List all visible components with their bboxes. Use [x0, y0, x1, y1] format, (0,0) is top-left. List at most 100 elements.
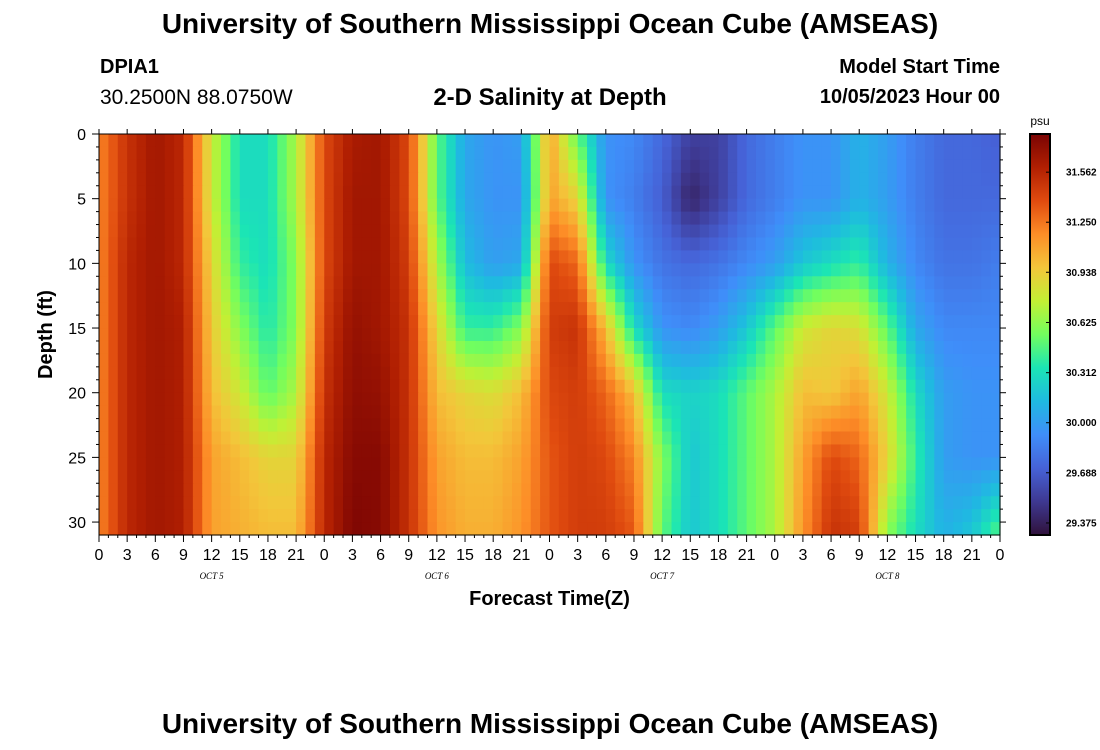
heatmap-cell: [915, 379, 926, 394]
heatmap-cell: [633, 198, 644, 213]
heatmap-cell: [202, 302, 213, 316]
heatmap-cell: [840, 146, 851, 161]
heatmap-cell: [540, 496, 551, 510]
heatmap-cell: [727, 276, 738, 290]
heatmap-cell: [887, 159, 898, 174]
heatmap-cell: [587, 509, 598, 523]
heatmap-cell: [436, 470, 447, 484]
x-tick-label: 18: [935, 547, 953, 564]
heatmap-cell: [343, 263, 354, 277]
heatmap-cell: [389, 263, 400, 277]
heatmap-cell: [709, 444, 720, 458]
heatmap-cell: [849, 470, 860, 484]
heatmap-cell: [230, 366, 241, 381]
heatmap-cell: [671, 289, 682, 303]
heatmap-cell: [558, 405, 569, 420]
heatmap-cell: [746, 211, 757, 226]
heatmap-cell: [971, 276, 982, 290]
heatmap-cell: [399, 470, 410, 484]
heatmap-cell: [117, 418, 128, 433]
heatmap-cell: [755, 457, 766, 471]
heatmap-cell: [784, 302, 795, 316]
heatmap-cell: [249, 315, 260, 329]
heatmap-cell: [943, 237, 954, 252]
heatmap-cell: [690, 444, 701, 458]
heatmap-cell: [511, 276, 522, 290]
heatmap-cell: [971, 289, 982, 303]
heatmap-cell: [352, 263, 363, 277]
heatmap-cell: [380, 418, 391, 433]
heatmap-cell: [183, 172, 194, 187]
heatmap-cell: [765, 146, 776, 161]
heatmap-cell: [849, 392, 860, 407]
heatmap-cell: [511, 457, 522, 471]
heatmap-cell: [662, 250, 673, 264]
heatmap-cell: [633, 379, 644, 394]
heatmap-cell: [296, 172, 307, 187]
heatmap-cell: [108, 198, 119, 213]
heatmap-cell: [680, 470, 691, 484]
heatmap-cell: [680, 328, 691, 342]
heatmap-cell: [549, 198, 560, 213]
heatmap-cell: [699, 444, 710, 458]
heatmap-cell: [371, 302, 382, 316]
heatmap-cell: [549, 250, 560, 264]
heatmap-cell: [427, 172, 438, 187]
heatmap-cell: [840, 418, 851, 433]
heatmap-cell: [174, 289, 185, 303]
heatmap-cell: [465, 315, 476, 329]
heatmap-cell: [343, 159, 354, 174]
heatmap-cell: [521, 353, 532, 368]
heatmap-cell: [427, 185, 438, 200]
heatmap-cell: [971, 470, 982, 484]
heatmap-cell: [812, 457, 823, 471]
heatmap-cell: [709, 198, 720, 213]
heatmap-cell: [192, 198, 203, 213]
heatmap-cell: [465, 250, 476, 264]
heatmap-cell: [314, 146, 325, 161]
heatmap-cell: [568, 302, 579, 316]
heatmap-cell: [690, 211, 701, 226]
heatmap-cell: [127, 522, 138, 536]
heatmap-cell: [755, 146, 766, 161]
heatmap-cell: [680, 431, 691, 446]
heatmap-cell: [436, 146, 447, 161]
heatmap-cell: [633, 483, 644, 497]
heatmap-cell: [596, 224, 607, 239]
heatmap-cell: [896, 185, 907, 200]
heatmap-cell: [605, 289, 616, 303]
heatmap-cell: [164, 340, 175, 355]
heatmap-cell: [108, 302, 119, 316]
heatmap-cell: [145, 134, 156, 148]
heatmap-cell: [286, 496, 297, 510]
heatmap-cell: [737, 496, 748, 510]
day-label: OCT 5: [200, 571, 225, 581]
heatmap-cell: [530, 224, 541, 239]
heatmap-cell: [859, 315, 870, 329]
heatmap-cell: [493, 353, 504, 368]
heatmap-cell: [727, 185, 738, 200]
heatmap-cell: [108, 263, 119, 277]
heatmap-cell: [671, 509, 682, 523]
heatmap-cell: [502, 444, 513, 458]
heatmap-cell: [727, 509, 738, 523]
heatmap-cell: [399, 224, 410, 239]
heatmap-cell: [962, 509, 973, 523]
heatmap-cell: [943, 302, 954, 316]
heatmap-cell: [267, 392, 278, 407]
heatmap-cell: [699, 315, 710, 329]
heatmap-cell: [249, 289, 260, 303]
heatmap-cell: [174, 353, 185, 368]
heatmap-cell: [718, 392, 729, 407]
heatmap-cell: [877, 198, 888, 213]
heatmap-cell: [361, 134, 372, 148]
heatmap-cell: [502, 159, 513, 174]
heatmap-cell: [230, 405, 241, 420]
heatmap-cell: [934, 198, 945, 213]
heatmap-cell: [662, 392, 673, 407]
heatmap-cell: [305, 470, 316, 484]
heatmap-cell: [709, 379, 720, 394]
heatmap-cell: [258, 159, 269, 174]
heatmap-cell: [352, 328, 363, 342]
heatmap-cell: [418, 224, 429, 239]
